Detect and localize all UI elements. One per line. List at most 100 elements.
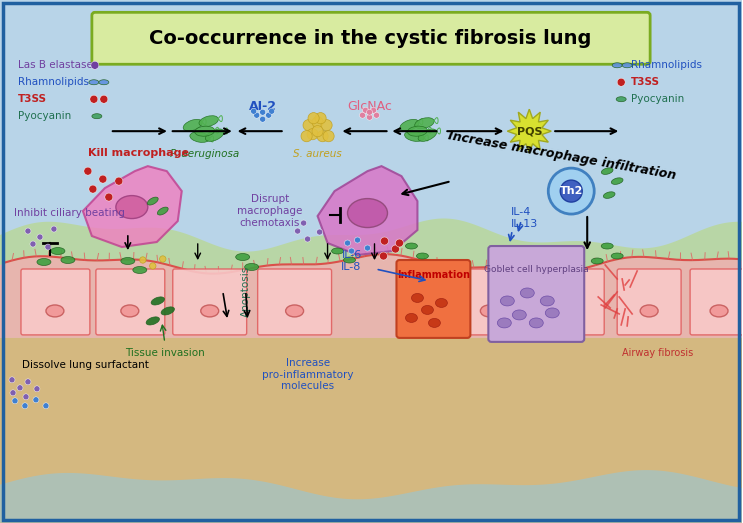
Text: Disrupt
macrophage
chemotaxis: Disrupt macrophage chemotaxis	[237, 195, 302, 228]
Circle shape	[25, 228, 31, 234]
Text: Dissolve lung surfactant: Dissolve lung surfactant	[22, 360, 149, 370]
Circle shape	[259, 116, 266, 122]
Ellipse shape	[400, 119, 419, 131]
Circle shape	[10, 390, 16, 396]
Circle shape	[105, 193, 113, 201]
Text: AI-2: AI-2	[249, 100, 276, 113]
FancyBboxPatch shape	[258, 269, 331, 335]
Ellipse shape	[540, 296, 554, 306]
Ellipse shape	[520, 288, 534, 298]
Ellipse shape	[622, 63, 632, 68]
Text: IL-6
IL-8: IL-6 IL-8	[341, 250, 362, 272]
Text: P. aeruginosa: P. aeruginosa	[170, 149, 239, 159]
Circle shape	[315, 112, 326, 124]
Text: Increase
pro-inflammatory
molecules: Increase pro-inflammatory molecules	[262, 358, 354, 391]
Ellipse shape	[415, 118, 434, 129]
Ellipse shape	[146, 317, 160, 325]
Ellipse shape	[331, 248, 343, 254]
Circle shape	[366, 114, 372, 120]
Ellipse shape	[407, 126, 427, 136]
Ellipse shape	[429, 319, 441, 327]
Text: Apoptosis: Apoptosis	[241, 265, 250, 316]
Text: Rhamnolipids: Rhamnolipids	[631, 60, 702, 70]
Circle shape	[149, 263, 156, 269]
Circle shape	[17, 385, 23, 391]
Circle shape	[360, 112, 366, 118]
Text: T3SS: T3SS	[18, 94, 47, 104]
Circle shape	[617, 78, 625, 86]
Ellipse shape	[61, 256, 75, 264]
Ellipse shape	[406, 313, 418, 322]
Circle shape	[12, 398, 18, 404]
FancyBboxPatch shape	[458, 269, 522, 335]
FancyBboxPatch shape	[535, 269, 604, 335]
Ellipse shape	[616, 97, 626, 101]
Polygon shape	[0, 470, 742, 522]
Ellipse shape	[601, 168, 613, 174]
Text: Pyocyanin: Pyocyanin	[18, 111, 71, 121]
Circle shape	[392, 245, 400, 253]
Circle shape	[91, 61, 99, 69]
Ellipse shape	[640, 305, 658, 317]
Circle shape	[301, 131, 312, 142]
Circle shape	[354, 237, 360, 243]
Polygon shape	[83, 166, 182, 247]
Ellipse shape	[195, 126, 215, 136]
FancyBboxPatch shape	[21, 269, 90, 335]
Ellipse shape	[92, 113, 102, 119]
Ellipse shape	[405, 131, 424, 141]
Circle shape	[307, 129, 318, 140]
Circle shape	[140, 257, 146, 263]
Ellipse shape	[612, 63, 622, 68]
Polygon shape	[0, 219, 742, 338]
Circle shape	[43, 403, 49, 409]
Ellipse shape	[603, 192, 615, 198]
Ellipse shape	[184, 119, 202, 131]
Ellipse shape	[529, 318, 543, 328]
Text: Th2: Th2	[559, 186, 583, 196]
FancyBboxPatch shape	[96, 269, 165, 335]
FancyBboxPatch shape	[617, 269, 681, 335]
Ellipse shape	[133, 267, 147, 274]
Circle shape	[99, 175, 107, 183]
Circle shape	[160, 256, 166, 262]
FancyBboxPatch shape	[690, 269, 743, 335]
Ellipse shape	[611, 178, 623, 185]
FancyBboxPatch shape	[173, 269, 247, 335]
Circle shape	[266, 112, 272, 118]
Circle shape	[317, 229, 322, 235]
Circle shape	[90, 95, 98, 103]
Text: PQS: PQS	[516, 126, 542, 136]
Ellipse shape	[710, 305, 728, 317]
Ellipse shape	[236, 254, 250, 260]
Circle shape	[308, 112, 319, 124]
Circle shape	[395, 239, 403, 247]
Circle shape	[323, 131, 334, 142]
Ellipse shape	[435, 299, 447, 308]
Text: Tissue invasion: Tissue invasion	[125, 348, 204, 358]
Circle shape	[34, 386, 40, 392]
Ellipse shape	[406, 243, 418, 249]
Ellipse shape	[418, 129, 437, 141]
Circle shape	[374, 112, 380, 118]
Circle shape	[321, 120, 332, 131]
Text: Kill macrophage: Kill macrophage	[88, 148, 189, 158]
Ellipse shape	[121, 305, 139, 317]
Circle shape	[100, 95, 108, 103]
Ellipse shape	[158, 207, 168, 215]
Ellipse shape	[244, 264, 259, 270]
Polygon shape	[0, 255, 742, 338]
Circle shape	[548, 168, 594, 214]
FancyBboxPatch shape	[397, 260, 470, 338]
Ellipse shape	[513, 310, 526, 320]
Text: Inhibit ciliary beating: Inhibit ciliary beating	[14, 208, 125, 218]
Circle shape	[23, 394, 29, 400]
Circle shape	[33, 397, 39, 403]
Circle shape	[366, 109, 372, 115]
Circle shape	[348, 248, 354, 254]
Circle shape	[365, 245, 371, 251]
Ellipse shape	[116, 196, 148, 219]
FancyBboxPatch shape	[92, 13, 650, 64]
Text: Las B elastase: Las B elastase	[18, 60, 93, 70]
Ellipse shape	[89, 79, 99, 85]
